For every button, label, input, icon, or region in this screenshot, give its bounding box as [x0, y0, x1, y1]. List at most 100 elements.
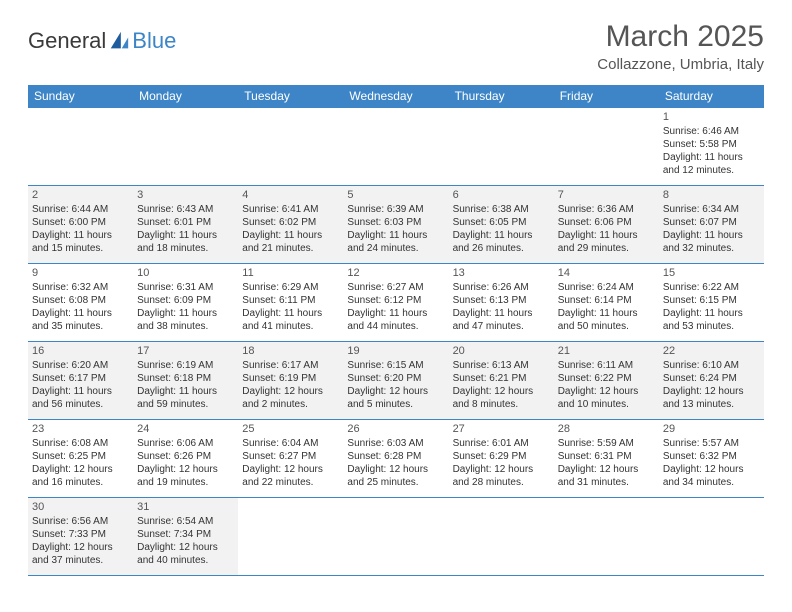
- sunset-text: Sunset: 6:14 PM: [558, 294, 655, 307]
- calendar-table: Sunday Monday Tuesday Wednesday Thursday…: [28, 85, 764, 576]
- sunrise-text: Sunrise: 6:17 AM: [242, 359, 339, 372]
- daylight-text: Daylight: 11 hours and 59 minutes.: [137, 385, 234, 411]
- sunset-text: Sunset: 7:33 PM: [32, 528, 129, 541]
- sunset-text: Sunset: 6:15 PM: [663, 294, 760, 307]
- calendar-cell: 2Sunrise: 6:44 AMSunset: 6:00 PMDaylight…: [28, 186, 133, 264]
- day-number: 3: [137, 188, 234, 202]
- calendar-cell: 30Sunrise: 6:56 AMSunset: 7:33 PMDayligh…: [28, 498, 133, 576]
- calendar-cell: [449, 498, 554, 576]
- calendar-cell: 18Sunrise: 6:17 AMSunset: 6:19 PMDayligh…: [238, 342, 343, 420]
- calendar-cell: [554, 108, 659, 186]
- calendar-cell: 4Sunrise: 6:41 AMSunset: 6:02 PMDaylight…: [238, 186, 343, 264]
- calendar-cell: 15Sunrise: 6:22 AMSunset: 6:15 PMDayligh…: [659, 264, 764, 342]
- daylight-text: Daylight: 12 hours and 10 minutes.: [558, 385, 655, 411]
- sunrise-text: Sunrise: 6:13 AM: [453, 359, 550, 372]
- day-number: 30: [32, 500, 129, 514]
- calendar-row: 30Sunrise: 6:56 AMSunset: 7:33 PMDayligh…: [28, 498, 764, 576]
- sunset-text: Sunset: 6:17 PM: [32, 372, 129, 385]
- daylight-text: Daylight: 11 hours and 12 minutes.: [663, 151, 760, 177]
- day-number: 17: [137, 344, 234, 358]
- calendar-cell: 3Sunrise: 6:43 AMSunset: 6:01 PMDaylight…: [133, 186, 238, 264]
- daylight-text: Daylight: 11 hours and 18 minutes.: [137, 229, 234, 255]
- day-number: 16: [32, 344, 129, 358]
- sunrise-text: Sunrise: 6:54 AM: [137, 515, 234, 528]
- calendar-row: 2Sunrise: 6:44 AMSunset: 6:00 PMDaylight…: [28, 186, 764, 264]
- sunset-text: Sunset: 6:08 PM: [32, 294, 129, 307]
- day-number: 21: [558, 344, 655, 358]
- calendar-cell: 25Sunrise: 6:04 AMSunset: 6:27 PMDayligh…: [238, 420, 343, 498]
- sunrise-text: Sunrise: 6:08 AM: [32, 437, 129, 450]
- daylight-text: Daylight: 11 hours and 24 minutes.: [347, 229, 444, 255]
- daylight-text: Daylight: 12 hours and 5 minutes.: [347, 385, 444, 411]
- month-title: March 2025: [597, 20, 764, 54]
- sunset-text: Sunset: 6:25 PM: [32, 450, 129, 463]
- sunset-text: Sunset: 6:07 PM: [663, 216, 760, 229]
- day-number: 14: [558, 266, 655, 280]
- daylight-text: Daylight: 12 hours and 13 minutes.: [663, 385, 760, 411]
- sunset-text: Sunset: 6:29 PM: [453, 450, 550, 463]
- calendar-cell: 28Sunrise: 5:59 AMSunset: 6:31 PMDayligh…: [554, 420, 659, 498]
- calendar-cell: [133, 108, 238, 186]
- calendar-cell: 22Sunrise: 6:10 AMSunset: 6:24 PMDayligh…: [659, 342, 764, 420]
- header: General Blue March 2025 Collazzone, Umbr…: [28, 20, 764, 73]
- daylight-text: Daylight: 12 hours and 16 minutes.: [32, 463, 129, 489]
- daylight-text: Daylight: 11 hours and 29 minutes.: [558, 229, 655, 255]
- day-number: 6: [453, 188, 550, 202]
- calendar-cell: [238, 108, 343, 186]
- calendar-cell: 9Sunrise: 6:32 AMSunset: 6:08 PMDaylight…: [28, 264, 133, 342]
- sunset-text: Sunset: 6:03 PM: [347, 216, 444, 229]
- calendar-row: 16Sunrise: 6:20 AMSunset: 6:17 PM Dayligh…: [28, 342, 764, 420]
- calendar-cell: 5Sunrise: 6:39 AMSunset: 6:03 PMDaylight…: [343, 186, 448, 264]
- calendar-cell: [554, 498, 659, 576]
- day-number: 27: [453, 422, 550, 436]
- daylight-text: Daylight: 11 hours and 26 minutes.: [453, 229, 550, 255]
- calendar-cell: [238, 498, 343, 576]
- daylight-text: Daylight: 11 hours and 47 minutes.: [453, 307, 550, 333]
- calendar-cell: 10Sunrise: 6:31 AMSunset: 6:09 PMDayligh…: [133, 264, 238, 342]
- daylight-text: Daylight: 12 hours and 22 minutes.: [242, 463, 339, 489]
- sunrise-text: Sunrise: 6:43 AM: [137, 203, 234, 216]
- daylight-text: Daylight: 11 hours and 44 minutes.: [347, 307, 444, 333]
- calendar-cell: 13Sunrise: 6:26 AMSunset: 6:13 PMDayligh…: [449, 264, 554, 342]
- calendar-cell: 12Sunrise: 6:27 AMSunset: 6:12 PMDayligh…: [343, 264, 448, 342]
- day-header: Friday: [554, 85, 659, 108]
- day-number: 19: [347, 344, 444, 358]
- sunrise-text: Sunrise: 6:20 AM: [32, 359, 129, 372]
- daylight-text: Daylight: 12 hours and 40 minutes.: [137, 541, 234, 567]
- title-block: March 2025 Collazzone, Umbria, Italy: [597, 20, 764, 73]
- calendar-cell: 26Sunrise: 6:03 AMSunset: 6:28 PMDayligh…: [343, 420, 448, 498]
- daylight-text: Daylight: 12 hours and 37 minutes.: [32, 541, 129, 567]
- day-number: 15: [663, 266, 760, 280]
- calendar-cell: 31Sunrise: 6:54 AMSunset: 7:34 PMDayligh…: [133, 498, 238, 576]
- day-number: 23: [32, 422, 129, 436]
- sunset-text: Sunset: 6:28 PM: [347, 450, 444, 463]
- logo: General Blue: [28, 28, 176, 54]
- day-number: 8: [663, 188, 760, 202]
- calendar-cell: 6Sunrise: 6:38 AMSunset: 6:05 PMDaylight…: [449, 186, 554, 264]
- calendar-cell: 21Sunrise: 6:11 AMSunset: 6:22 PMDayligh…: [554, 342, 659, 420]
- sunset-text: Sunset: 6:06 PM: [558, 216, 655, 229]
- sunset-text: Sunset: 6:18 PM: [137, 372, 234, 385]
- sunset-text: Sunset: 6:31 PM: [558, 450, 655, 463]
- calendar-row: 1Sunrise: 6:46 AMSunset: 5:58 PMDaylight…: [28, 108, 764, 186]
- calendar-cell: [28, 108, 133, 186]
- sunset-text: Sunset: 6:09 PM: [137, 294, 234, 307]
- sunset-text: Sunset: 6:21 PM: [453, 372, 550, 385]
- sunrise-text: Sunrise: 6:11 AM: [558, 359, 655, 372]
- daylight-text: Daylight: 12 hours and 28 minutes.: [453, 463, 550, 489]
- sunset-text: Sunset: 6:05 PM: [453, 216, 550, 229]
- daylight-text: Daylight: 11 hours and 15 minutes.: [32, 229, 129, 255]
- sunrise-text: Sunrise: 6:04 AM: [242, 437, 339, 450]
- calendar-row: 23Sunrise: 6:08 AMSunset: 6:25 PMDayligh…: [28, 420, 764, 498]
- calendar-cell: 29Sunrise: 5:57 AMSunset: 6:32 PMDayligh…: [659, 420, 764, 498]
- sunrise-text: Sunrise: 6:06 AM: [137, 437, 234, 450]
- sunrise-text: Sunrise: 6:36 AM: [558, 203, 655, 216]
- daylight-text: Daylight: 11 hours and 41 minutes.: [242, 307, 339, 333]
- sunrise-text: Sunrise: 6:22 AM: [663, 281, 760, 294]
- sunset-text: Sunset: 6:27 PM: [242, 450, 339, 463]
- sail-icon: [108, 30, 130, 52]
- logo-text-general: General: [28, 28, 106, 54]
- calendar-cell: 7Sunrise: 6:36 AMSunset: 6:06 PMDaylight…: [554, 186, 659, 264]
- sunset-text: Sunset: 6:26 PM: [137, 450, 234, 463]
- calendar-cell: [449, 108, 554, 186]
